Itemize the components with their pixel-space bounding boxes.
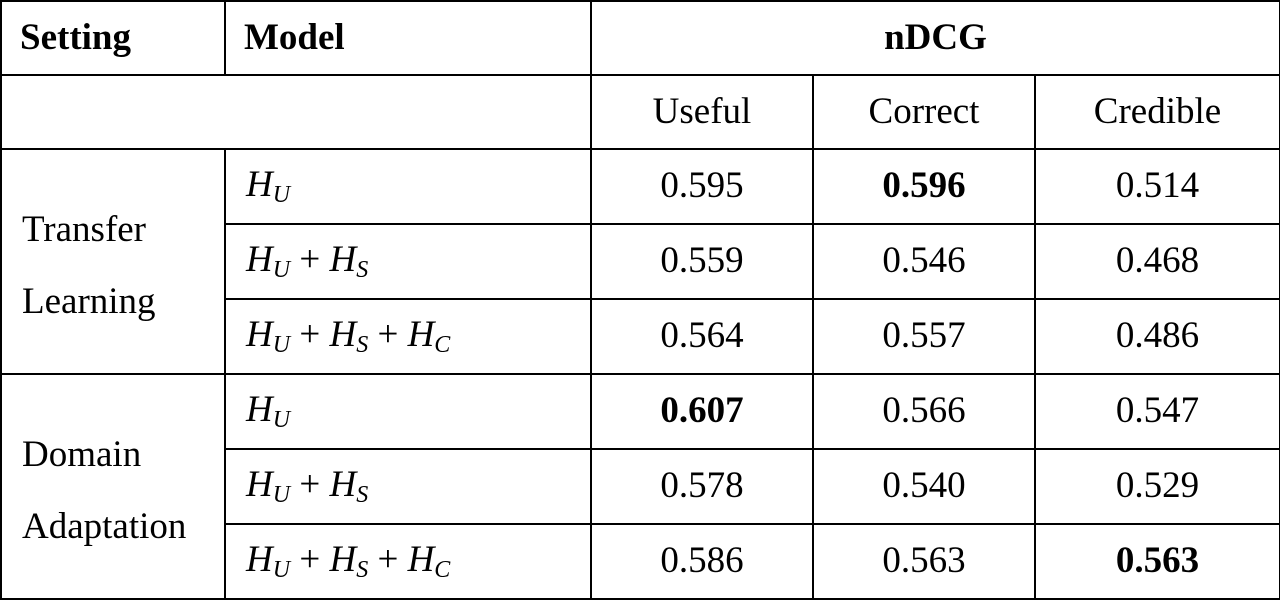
plus-sign: +: [290, 314, 330, 356]
model-term: HS: [329, 314, 369, 359]
table-row: HU + HS + HC 0.564 0.557 0.486: [1, 298, 1280, 375]
model-subscript: S: [356, 332, 369, 359]
model-cell: HU: [224, 148, 592, 225]
value-cell: 0.557: [812, 298, 1036, 375]
table-row: HU + HS 0.559 0.546 0.468: [1, 223, 1280, 300]
table-row: HU + HS + HC 0.586 0.563 0.563: [1, 523, 1280, 600]
model-term: HU: [246, 389, 291, 434]
model-term: HC: [407, 314, 451, 359]
model-cell: HU + HS + HC: [224, 523, 592, 600]
value-cell: 0.529: [1034, 448, 1280, 525]
setting-line: Domain: [22, 433, 142, 475]
value-cell: 0.596: [812, 148, 1036, 225]
setting-line: Learning: [22, 280, 156, 322]
table-row: Domain Adaptation HU 0.607 0.566 0.547: [0, 373, 1280, 600]
model-term: HU: [246, 539, 291, 584]
subheader-empty: [0, 74, 592, 150]
model-term: HS: [329, 539, 369, 584]
model-cell: HU + HS: [224, 448, 592, 525]
model-subscript: S: [356, 557, 369, 584]
value-cell: 0.563: [1034, 523, 1280, 600]
model-term: HU: [246, 164, 291, 209]
value-cell: 0.540: [812, 448, 1036, 525]
table-row: Transfer Learning HU 0.595 0.596 0.514: [0, 148, 1280, 375]
plus-sign: +: [290, 539, 330, 581]
value-cell: 0.595: [590, 148, 814, 225]
table-row: HU + HS 0.578 0.540 0.529: [1, 448, 1280, 525]
model-subscript: S: [356, 257, 369, 284]
value-cell: 0.547: [1034, 373, 1280, 450]
model-term: HS: [329, 239, 369, 284]
model-cell: HU: [224, 373, 592, 450]
value-cell: 0.564: [590, 298, 814, 375]
header-metric: nDCG: [590, 0, 1280, 76]
plus-sign: +: [290, 464, 330, 506]
value-cell: 0.563: [812, 523, 1036, 600]
model-subscript: U: [272, 557, 291, 584]
plus-sign: +: [368, 314, 408, 356]
plus-sign: +: [368, 539, 408, 581]
col-credible: Credible: [1034, 74, 1280, 150]
model-subscript: U: [272, 407, 291, 434]
model-subscript: U: [272, 332, 291, 359]
value-cell: 0.559: [590, 223, 814, 300]
model-term: HU: [246, 314, 291, 359]
setting-line: Transfer: [22, 208, 147, 250]
model-term: HU: [246, 239, 291, 284]
model-subscript: C: [434, 557, 451, 584]
model-subscript: U: [272, 257, 291, 284]
setting-cell: Transfer Learning: [0, 148, 226, 375]
subheader-row: Useful Correct Credible: [0, 74, 1280, 150]
model-term: HS: [329, 464, 369, 509]
header-model: Model: [224, 0, 592, 76]
header-setting: Setting: [0, 0, 226, 76]
plus-sign: +: [290, 239, 330, 281]
model-term: HC: [407, 539, 451, 584]
setting-cell: Domain Adaptation: [0, 373, 226, 600]
model-subscript: U: [272, 482, 291, 509]
value-cell: 0.566: [812, 373, 1036, 450]
value-cell: 0.607: [590, 373, 814, 450]
col-correct: Correct: [812, 74, 1036, 150]
model-cell: HU + HS: [224, 223, 592, 300]
col-useful: Useful: [590, 74, 814, 150]
model-term: HU: [246, 464, 291, 509]
value-cell: 0.578: [590, 448, 814, 525]
value-cell: 0.514: [1034, 148, 1280, 225]
model-cell: HU + HS + HC: [224, 298, 592, 375]
value-cell: 0.586: [590, 523, 814, 600]
table-body: Transfer Learning HU 0.595 0.596 0.514 HU + HS…: [0, 148, 1280, 600]
value-cell: 0.468: [1034, 223, 1280, 300]
header-row: Setting Model nDCG: [0, 0, 1280, 76]
setting-line: Adaptation: [22, 505, 187, 547]
model-subscript: U: [272, 182, 291, 209]
model-subscript: C: [434, 332, 451, 359]
value-cell: 0.486: [1034, 298, 1280, 375]
value-cell: 0.546: [812, 223, 1036, 300]
model-subscript: S: [356, 482, 369, 509]
